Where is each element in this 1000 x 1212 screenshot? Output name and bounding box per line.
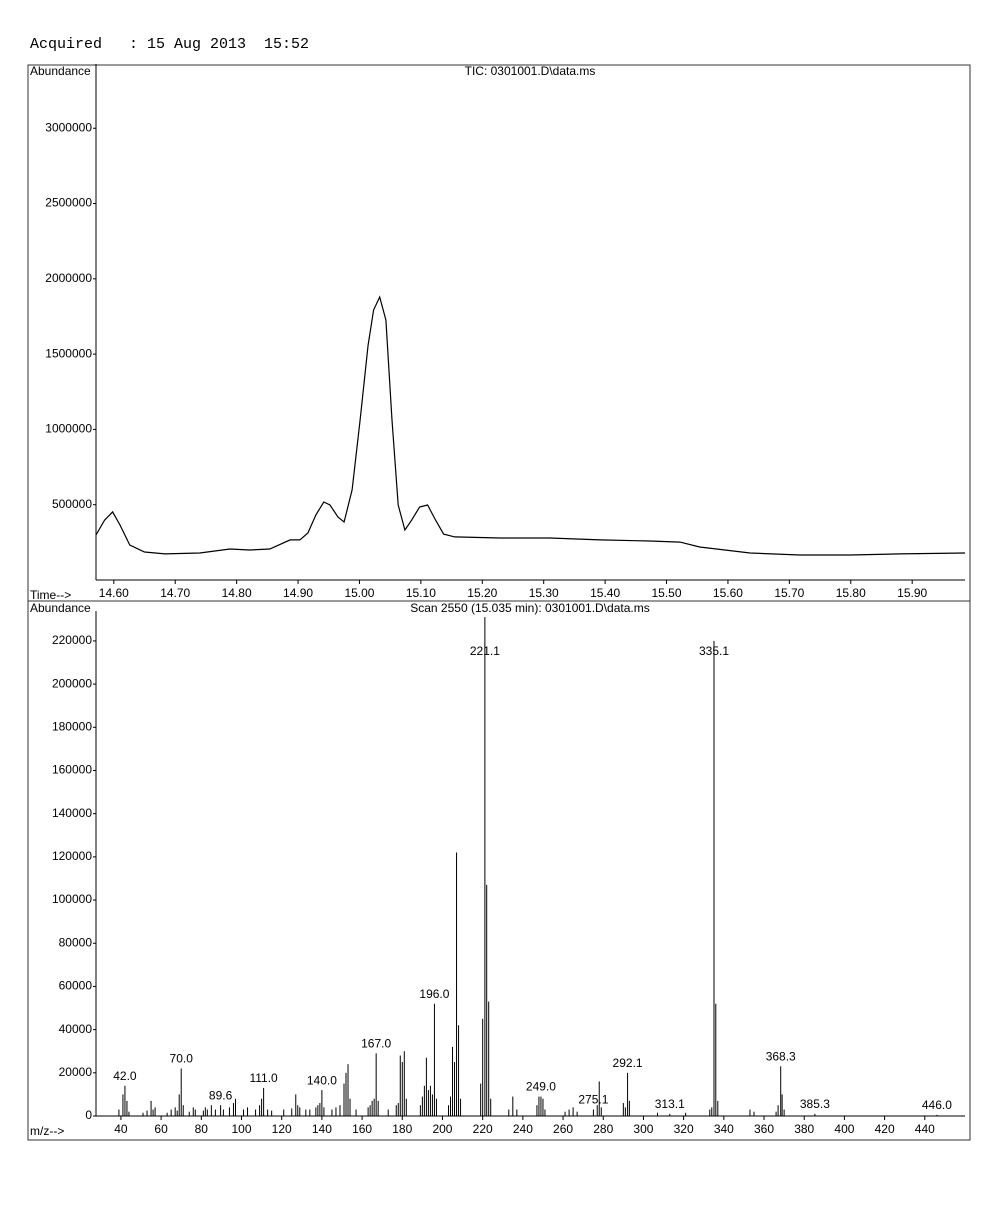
peak-label: 275.1 <box>578 1093 608 1107</box>
y-tick-label: 160000 <box>52 763 92 777</box>
peak-label: 292.1 <box>613 1056 643 1070</box>
x-tick-label: 15.20 <box>467 586 497 600</box>
y-tick-label: 3000000 <box>45 120 92 134</box>
y-tick-label: 200000 <box>52 676 92 690</box>
chart-title: Scan 2550 (15.035 min): 0301001.D\data.m… <box>410 601 649 615</box>
y-tick-label: 140000 <box>52 806 92 820</box>
peak-label: 368.3 <box>766 1050 796 1064</box>
x-tick-label: 14.90 <box>283 586 313 600</box>
x-tick-label: 380 <box>794 1122 814 1136</box>
x-tick-label: 14.60 <box>99 586 129 600</box>
x-tick-label: 15.30 <box>529 586 559 600</box>
x-tick-label: 420 <box>875 1122 895 1136</box>
x-tick-label: 15.50 <box>652 586 682 600</box>
y-tick-label: 120000 <box>52 849 92 863</box>
x-tick-label: 15.60 <box>713 586 743 600</box>
x-tick-label: 14.80 <box>222 586 252 600</box>
peak-label: 89.6 <box>209 1088 233 1102</box>
x-tick-label: 140 <box>312 1122 332 1136</box>
y-tick-label: 20000 <box>59 1065 93 1079</box>
tic-line <box>95 295 966 556</box>
x-tick-label: 260 <box>553 1122 573 1136</box>
peak-label: 167.0 <box>361 1037 391 1051</box>
x-tick-label: 220 <box>473 1122 493 1136</box>
x-tick-label: 80 <box>195 1122 209 1136</box>
y-tick-label: 40000 <box>59 1022 93 1036</box>
x-tick-label: 40 <box>114 1122 128 1136</box>
x-tick-label: 360 <box>754 1122 774 1136</box>
peak-label: 42.0 <box>113 1069 137 1083</box>
y-tick-label: 1000000 <box>45 422 92 436</box>
x-tick-label: 60 <box>154 1122 168 1136</box>
x-tick-label: 15.40 <box>590 586 620 600</box>
x-tick-label: 300 <box>633 1122 653 1136</box>
header: Acquired : 15 Aug 2013 15:52 <box>30 36 309 53</box>
x-tick-label: 15.80 <box>836 586 866 600</box>
x-tick-label: 400 <box>834 1122 854 1136</box>
peak-label: 140.0 <box>307 1073 337 1087</box>
y-axis-label: Abundance <box>30 64 91 78</box>
y-tick-label: 60000 <box>59 979 93 993</box>
x-tick-label: 240 <box>513 1122 533 1136</box>
x-tick-label: 100 <box>231 1122 251 1136</box>
x-tick-label: 280 <box>593 1122 613 1136</box>
y-tick-label: 1500000 <box>45 346 92 360</box>
peak-label: 249.0 <box>526 1080 556 1094</box>
y-axis-label: Abundance <box>30 601 91 615</box>
x-tick-label: 15.90 <box>897 586 927 600</box>
y-tick-label: 100000 <box>52 892 92 906</box>
peak-label: 446.0 <box>922 1098 952 1112</box>
x-tick-label: 160 <box>352 1122 372 1136</box>
peak-label: 221.1 <box>470 644 500 658</box>
x-tick-label: 15.00 <box>344 586 374 600</box>
x-tick-label: 14.70 <box>160 586 190 600</box>
peak-label: 385.3 <box>800 1097 830 1111</box>
x-tick-label: 200 <box>432 1122 452 1136</box>
peak-label: 335.1 <box>699 644 729 658</box>
x-axis-label: m/z--> <box>30 1124 64 1138</box>
x-axis-label: Time--> <box>30 588 71 602</box>
chart-title: TIC: 0301001.D\data.ms <box>465 64 596 78</box>
x-tick-label: 120 <box>272 1122 292 1136</box>
peak-label: 70.0 <box>170 1052 194 1066</box>
y-tick-label: 2500000 <box>45 196 92 210</box>
y-tick-label: 2000000 <box>45 271 92 285</box>
y-tick-label: 180000 <box>52 719 92 733</box>
peak-label: 196.0 <box>419 987 449 1001</box>
x-tick-label: 15.10 <box>406 586 436 600</box>
x-tick-label: 180 <box>392 1122 412 1136</box>
y-tick-label: 500000 <box>52 497 92 511</box>
y-tick-label: 220000 <box>52 633 92 647</box>
x-tick-label: 440 <box>915 1122 935 1136</box>
x-tick-label: 340 <box>714 1122 734 1136</box>
peak-label: 313.1 <box>655 1097 685 1111</box>
y-tick-label: 0 <box>85 1108 92 1122</box>
peak-label: 111.0 <box>249 1071 278 1085</box>
x-tick-label: 15.70 <box>774 586 804 600</box>
y-tick-label: 80000 <box>59 935 93 949</box>
x-tick-label: 320 <box>674 1122 694 1136</box>
frame <box>27 64 971 1141</box>
